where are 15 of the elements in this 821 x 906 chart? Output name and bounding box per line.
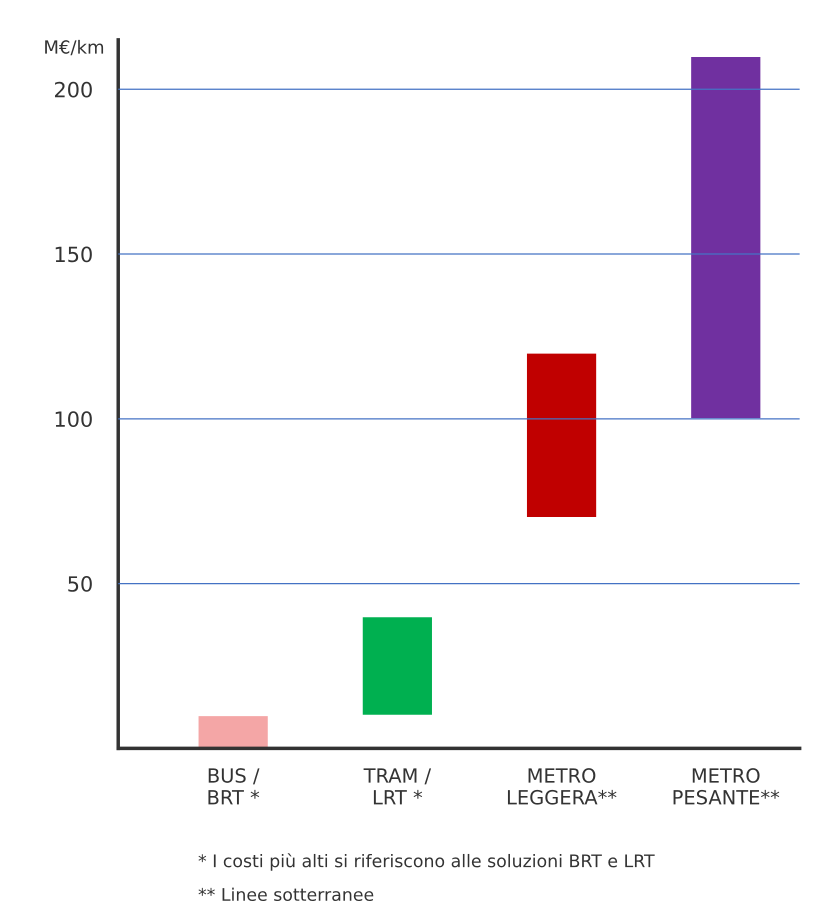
bar: [690, 56, 762, 420]
bar: [526, 352, 598, 518]
text: * I costi più alti si riferiscono alle soluzioni BRT e LRT: [198, 853, 655, 871]
text: ** Linee sotterranee: [198, 888, 374, 902]
bar: [197, 714, 270, 748]
x-tick-label: METRO PESANTE**: [674, 768, 780, 805]
x-tick-label: METRO LEGGERA**: [508, 768, 616, 805]
y-tick-label: 50: [68, 576, 92, 592]
x-tick-label: TRAM / LRT *: [364, 768, 432, 804]
x-tick-label: BUS / BRT *: [208, 768, 260, 804]
y-axis-title: M€/km: [45, 40, 104, 56]
y-tick-label: 100: [56, 411, 92, 428]
bar: [361, 616, 434, 716]
y-tick-label: 150: [56, 246, 92, 262]
y-tick-label: 200: [54, 82, 92, 98]
